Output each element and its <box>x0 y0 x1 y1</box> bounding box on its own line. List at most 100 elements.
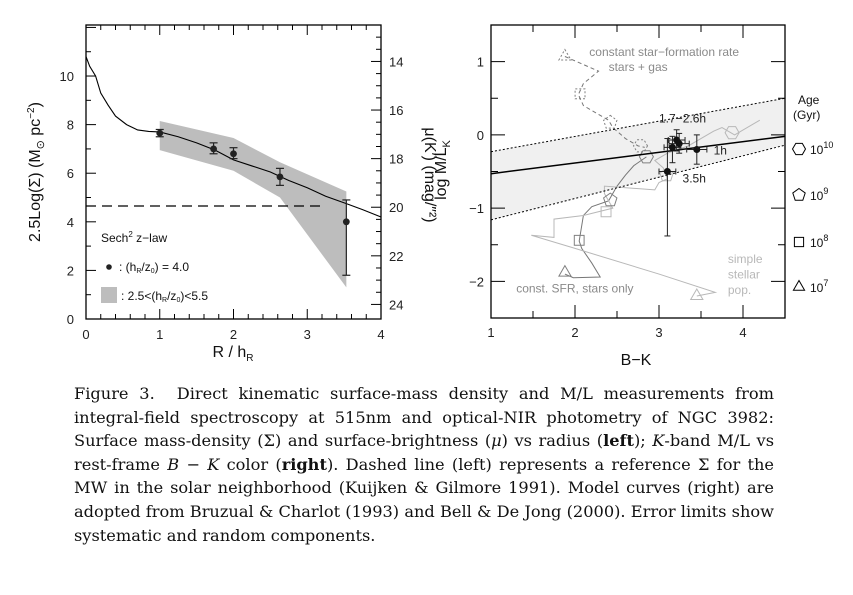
fit-line-lower <box>490 144 786 221</box>
caption-text-part: ). Dashed line (left) represents a refer… <box>74 454 774 545</box>
fit-band <box>491 98 785 220</box>
x-tick-label: 0 <box>82 327 89 342</box>
y-tick-label: 0 <box>67 312 74 327</box>
age-legend-label: 1010 <box>810 140 833 157</box>
y-tick-label: 1 <box>477 55 484 70</box>
left-y-axis-title: 2.5Log(Σ) (M⊙ pc−2) <box>26 102 47 242</box>
fit-line-upper <box>490 97 786 153</box>
data-point <box>155 128 164 138</box>
hexagon-marker <box>638 150 654 164</box>
legend-dot-label: : (hR/z0) = 4.0 <box>119 260 189 275</box>
y2-tick-label: 20 <box>389 200 403 215</box>
age-legend-unit: (Gyr) <box>793 108 820 122</box>
data-point <box>342 199 351 276</box>
ml-data-point <box>658 138 677 237</box>
h-ratio-range-band <box>159 120 347 288</box>
caption-body: Direct kinematic surface-mass density an… <box>74 384 774 545</box>
age-legend-label: 109 <box>810 186 828 203</box>
x-tick-label: 3 <box>304 327 311 342</box>
square-marker <box>574 88 586 100</box>
data-point <box>229 147 238 160</box>
ml-data-point <box>663 135 682 164</box>
caption-text-part: K <box>652 431 665 451</box>
model-curve <box>564 56 645 148</box>
triangle-marker <box>558 48 572 61</box>
square-marker <box>600 206 612 218</box>
legend-band-label: : 2.5<(hR/z0)<5.5 <box>121 289 208 304</box>
left-x-tick-labels: 0 1 2 3 4 <box>82 327 384 342</box>
point-marker <box>675 140 683 148</box>
left-y2-tick-labels: 14 16 18 20 22 24 <box>389 54 403 312</box>
caption-text-part: ) vs radius ( <box>501 431 604 451</box>
caption-text-part: right <box>281 454 327 474</box>
annotation-label: 1.7−2.6h <box>659 111 706 125</box>
right-axes-frame <box>490 24 786 319</box>
ml-data-point <box>686 134 708 165</box>
annotation-label: 1h <box>714 144 727 158</box>
left-y2-axis-title: μ(K′) (mag/″²) <box>421 127 438 222</box>
annotation-label: constant star−formation rate <box>589 45 739 59</box>
triangle-marker <box>792 279 806 291</box>
age-exponent: 9 <box>823 186 828 196</box>
caption-label: Figure 3. <box>74 384 155 403</box>
left-plot-frame <box>85 24 382 320</box>
right-x-tick-labels: 1 2 3 4 <box>487 325 746 340</box>
right-y-tick-labels: −2 −1 0 1 <box>469 55 484 290</box>
right-x-axis-title: B−K <box>621 352 652 369</box>
density-profile-line <box>85 56 382 218</box>
y-tick-label: −1 <box>469 201 484 216</box>
y-tick-label: 6 <box>67 166 74 181</box>
y-tick-label: 8 <box>67 118 74 133</box>
point-marker <box>156 129 164 137</box>
y-tick-label: 0 <box>477 128 484 143</box>
h-ratio-band-polygon <box>159 120 347 288</box>
y2-tick-label: 14 <box>389 54 403 69</box>
caption-text-part: left <box>603 431 634 451</box>
age-base: 10 <box>810 236 824 250</box>
model-curves <box>531 56 761 297</box>
right-y-axis-title: log M/LK <box>433 139 453 199</box>
age-exponent: 7 <box>823 278 828 288</box>
data-point <box>209 142 218 155</box>
fit-band-polygon <box>491 98 785 220</box>
age-legend-heading: Age <box>798 93 820 107</box>
pentagon-marker <box>603 192 618 207</box>
y2-tick-label: 18 <box>389 152 403 167</box>
annotation-label: stars + gas <box>609 60 668 74</box>
caption-text-part: B − K <box>167 454 220 474</box>
caption-text-part: color ( <box>219 454 282 474</box>
point-marker <box>342 218 350 226</box>
square-marker <box>793 236 805 248</box>
age-legend-label: 107 <box>810 278 828 295</box>
fit-lines <box>490 97 786 221</box>
point-marker <box>663 168 671 175</box>
age-exponent: 10 <box>823 140 833 150</box>
point-marker <box>668 143 676 151</box>
y-tick-label: 2 <box>67 263 74 278</box>
caption-text-part: ); <box>633 431 653 451</box>
age-base: 10 <box>810 281 824 295</box>
annotation-label: 3.5h <box>683 171 706 185</box>
legend-dot-marker <box>106 264 112 270</box>
triangle-marker <box>558 264 572 277</box>
x-tick-label: 4 <box>739 325 746 340</box>
legend-heading-sech2: Sech2 z−law <box>101 230 167 245</box>
caption-text-part: Direct kinematic surface-mass density an… <box>74 384 774 451</box>
hexagon-marker <box>724 126 740 140</box>
triangle-marker <box>689 288 704 300</box>
pentagon-marker <box>792 187 806 201</box>
point-marker <box>693 146 701 154</box>
ml-data-points <box>658 129 708 237</box>
x-tick-label: 3 <box>655 325 662 340</box>
caption-text-part: -band M/L vs rest-frame <box>74 431 774 474</box>
age-base: 10 <box>810 189 824 203</box>
hexagon-marker <box>791 142 807 156</box>
age-exponent: 8 <box>823 233 828 243</box>
age-base: 10 <box>810 143 824 157</box>
figure-caption: Figure 3. Direct kinematic surface-mass d… <box>74 382 774 547</box>
density-data-points <box>155 128 351 276</box>
